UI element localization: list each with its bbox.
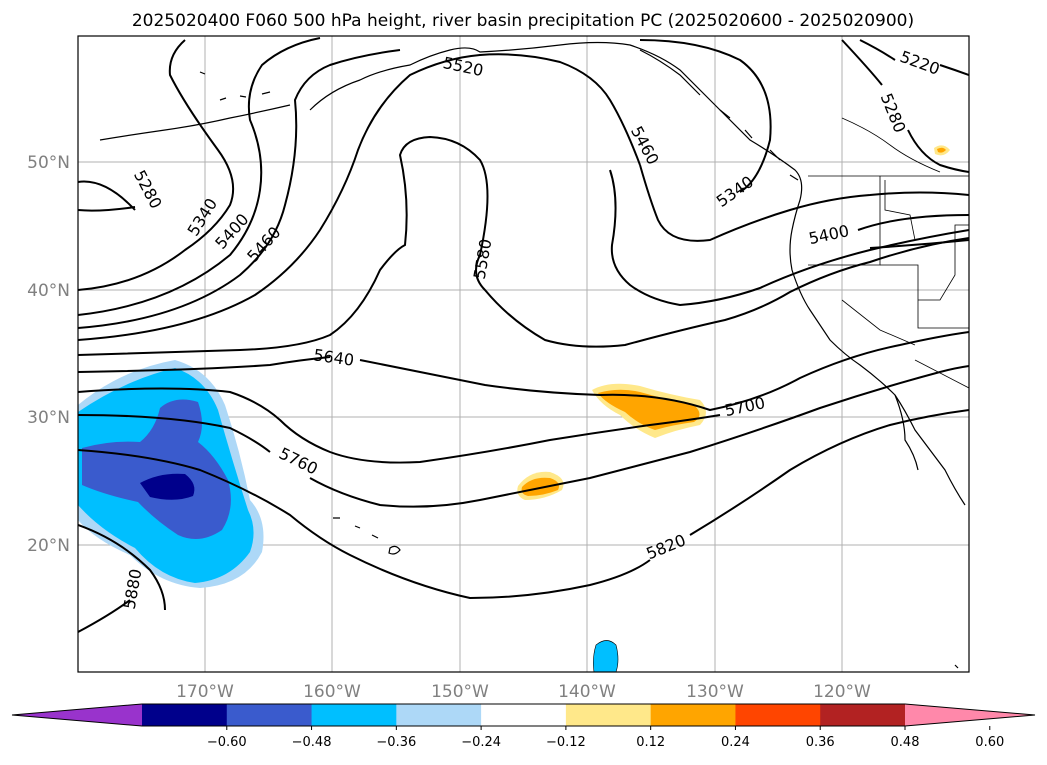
colorbar-segment [650,704,736,726]
colorbar-tick-label: −0.24 [461,735,501,750]
colorbar-segment [396,704,482,726]
colorbar-segment [226,704,313,726]
lon-tick-label: 170°W [176,682,234,702]
colorbar-tick-label: −0.48 [292,735,332,750]
lon-tick-label: 160°W [303,682,361,702]
lon-tick-label: 150°W [431,682,489,702]
lat-tick-label: 40°N [27,281,70,301]
contour-label: 5280 [130,167,166,212]
latitude-labels: 50°N 40°N 30°N 20°N [27,153,70,556]
contour-label: 5280 [877,91,910,136]
contour-label: 5520 [441,53,485,80]
contour-label: 5400 [807,221,851,248]
contour-label: 5460 [243,223,284,266]
colorbar: −0.60 −0.48 −0.36 −0.24 −0.12 0.12 0.24 0.36 0.4… [11,703,1036,750]
map-title: 2025020400 F060 500 hPa height, river ba… [132,11,914,31]
borders [808,117,969,389]
map-plot-area: 5220 5280 5280 5340 5340 5400 5400 5460 … [78,36,969,672]
longitude-labels: 170°W 160°W 150°W 140°W 130°W 120°W [176,682,871,702]
colorbar-segment [481,704,567,726]
map-frame [77,35,970,673]
colorbar-extend-low [12,704,142,726]
colorbar-extend-high [905,704,1035,726]
lon-tick-label: 130°W [686,682,744,702]
colorbar-segment [735,704,821,726]
positive-anomaly-region [517,145,950,500]
coastlines [99,41,966,669]
contour-label: 5880 [120,567,146,610]
colorbar-tick-label: 0.60 [975,735,1004,750]
contour-label: 5640 [312,345,355,369]
colorbar-tick-label: 0.36 [806,735,835,750]
contour-label: 5820 [644,530,689,563]
height-contours [78,37,969,633]
colorbar-tick-label: 0.48 [891,735,920,750]
contour-label: 5340 [183,195,221,240]
contour-label: 5700 [723,393,767,420]
lon-tick-label: 120°W [813,682,871,702]
colorbar-tick-label: 0.24 [721,735,750,750]
colorbar-segment [565,704,652,726]
colorbar-outline [11,703,1036,727]
colorbar-tick-label: 0.12 [636,735,665,750]
lon-tick-label: 140°W [558,682,616,702]
lat-tick-label: 20°N [27,536,70,556]
colorbar-tick-label: −0.12 [546,735,586,750]
contour-label: 5220 [898,47,943,79]
contour-label: 5580 [470,237,496,280]
colorbar-segment [311,704,397,726]
colorbar-segment [820,704,906,726]
lat-tick-label: 30°N [27,408,70,428]
contour-label: 5760 [276,444,321,479]
colorbar-tick-label: −0.60 [207,735,247,750]
colorbar-tick-label: −0.36 [376,735,416,750]
colorbar-segment [142,704,228,726]
negative-anomaly-region [78,360,619,672]
contour-label: 5340 [713,172,757,211]
lat-tick-label: 50°N [27,153,70,173]
